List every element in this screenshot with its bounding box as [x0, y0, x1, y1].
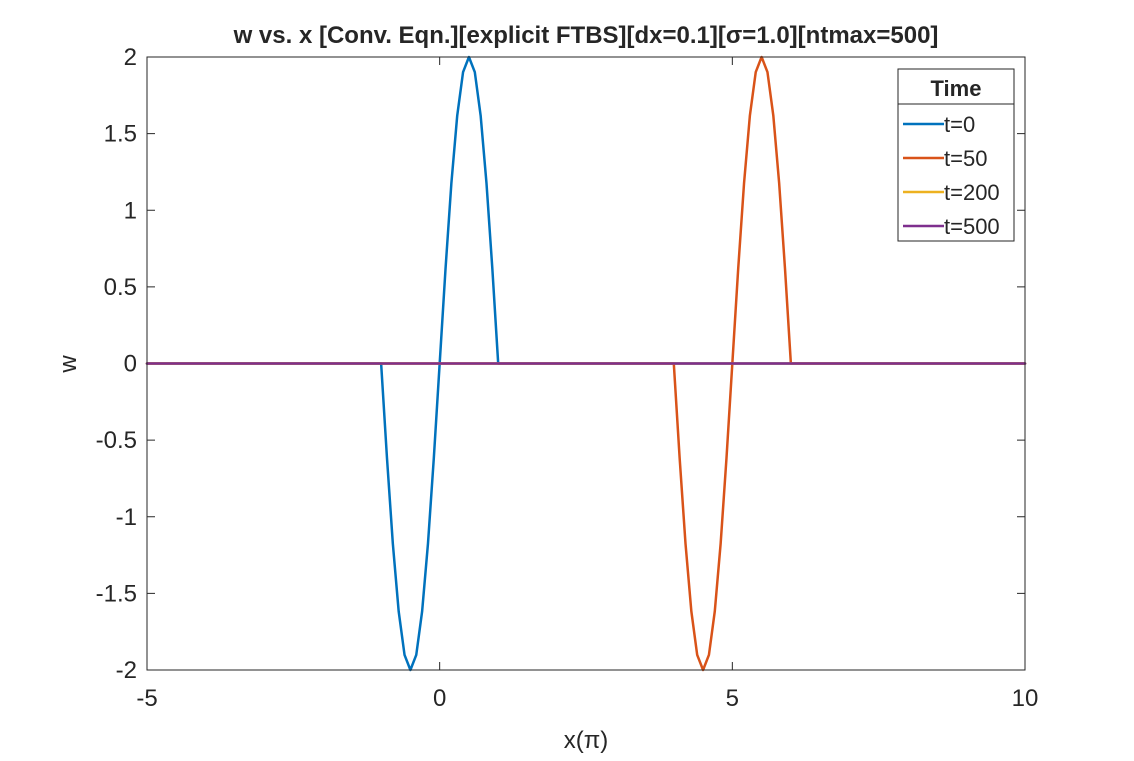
- x-axis-label: x(π): [564, 727, 609, 754]
- legend-label-t-500: t=500: [944, 214, 1000, 239]
- legend: Time t=0 t=50 t=200 t=500: [897, 68, 1015, 242]
- y-tick-label: -1.5: [96, 580, 137, 607]
- y-tick-label: -0.5: [96, 427, 137, 454]
- tick-labels: -5 0 5 10 -2 -1.5 -1 -0.5 0 0.5 1 1.5 2: [96, 44, 1039, 712]
- y-tick-label: -1: [116, 504, 137, 531]
- legend-box: [897, 68, 1015, 242]
- x-tick-label: 0: [433, 685, 446, 712]
- x-tick-label: 5: [726, 685, 739, 712]
- y-tick-label: 0: [124, 351, 137, 378]
- y-tick-label: 0.5: [104, 274, 137, 301]
- legend-label-t-0: t=0: [944, 112, 975, 137]
- y-tick-label: 1: [124, 197, 137, 224]
- legend-entries: t=0 t=50 t=200 t=500: [903, 112, 1000, 239]
- legend-label-t-50: t=50: [944, 146, 987, 171]
- plot-lines: [145, 55, 1027, 672]
- y-tick-label: 1.5: [104, 121, 137, 148]
- y-axis-label: w: [55, 355, 82, 374]
- x-tick-label: 10: [1012, 685, 1039, 712]
- y-tick-label: -2: [116, 657, 137, 684]
- legend-label-t-200: t=200: [944, 180, 1000, 205]
- x-tick-label: -5: [136, 685, 157, 712]
- legend-title: Time: [931, 76, 982, 101]
- chart-title: w vs. x [Conv. Eqn.][explicit FTBS][dx=0…: [233, 22, 939, 49]
- y-tick-label: 2: [124, 44, 137, 71]
- axes-box: [146, 56, 1026, 671]
